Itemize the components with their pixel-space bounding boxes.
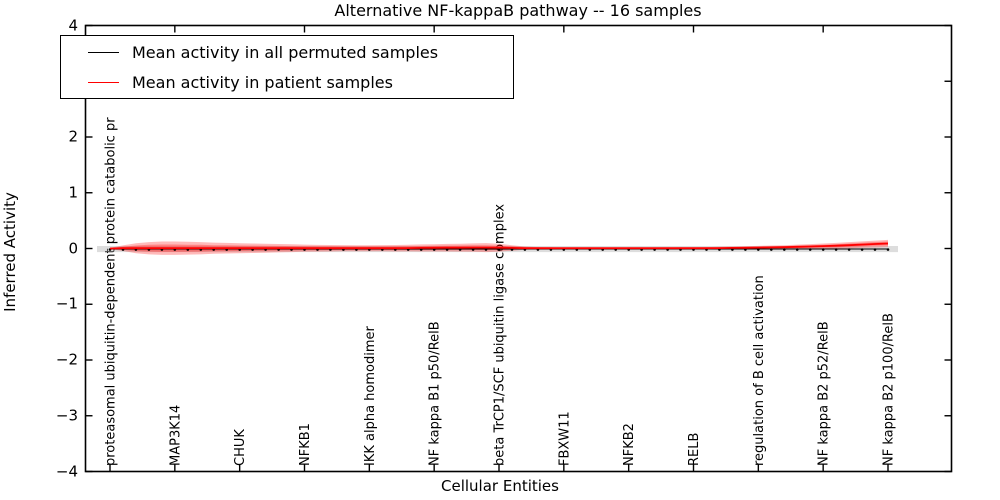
permuted-mean-marker [821,248,825,251]
permuted-mean-marker [873,248,877,251]
permuted-mean-marker [847,248,851,251]
x-tick-label: NF kappa B2 p52/RelB [817,321,832,466]
legend-entry: Mean activity in patient samples [61,68,513,96]
permuted-mean-marker [886,248,890,251]
legend-entry: Mean activity in all permuted samples [61,38,513,66]
permuted-mean-marker [458,248,462,251]
permuted-mean-marker [783,248,786,251]
y-tick-label: 4 [68,16,78,34]
x-tick-label: MAP3K14 [168,405,183,466]
legend-line-sample [88,51,119,53]
permuted-mean-marker [808,248,812,251]
x-tick-label: regulation of B cell activation [752,275,767,466]
x-tick-label: RELB [687,433,702,466]
x-tick-label: NFKB1 [298,423,313,466]
x-tick-label: beta TrCP1/SCF ubiquitin ligase complex [493,204,508,466]
legend-line-sample [88,81,119,83]
permuted-mean-marker [860,248,864,251]
permuted-mean-marker [731,248,734,251]
x-tick-label: NF kappa B2 p100/RelB [882,313,897,466]
patient-mean-line [109,242,889,250]
permuted-mean-marker [445,248,449,251]
legend-label: Mean activity in all permuted samples [132,42,439,62]
x-tick-label: CHUK [233,429,248,466]
chart-title: Alternative NF-kappaB pathway -- 16 samp… [334,1,702,20]
y-tick-label: −3 [55,406,78,425]
permuted-mean-marker [471,248,475,251]
x-tick-label: NF kappa B1 p50/RelB [428,321,443,466]
permuted-mean-marker [497,248,501,251]
permuted-mean-marker [419,248,423,251]
x-tick-label: proteasomal ubiquitin-dependent protein … [104,117,119,466]
legend: Mean activity in all permuted samples Mea… [60,35,514,99]
permuted-mean-marker [510,248,514,251]
y-tick-label: 2 [68,127,78,146]
permuted-mean-marker [757,248,760,251]
permuted-mean-marker [834,248,838,251]
legend-label: Mean activity in patient samples [132,72,393,92]
y-tick-label: 1 [68,183,78,202]
x-tick-label: NFKB2 [622,423,637,466]
y-tick-label: 0 [68,239,78,257]
x-tick-label: IKK alpha homodimer [363,325,378,466]
permuted-mean-marker [432,248,436,251]
y-tick-label: −2 [55,350,78,369]
permuted-mean-marker [795,248,799,251]
x-tick-label: FBXW11 [557,411,572,466]
permuted-mean-marker [484,248,488,251]
permuted-mean-marker [770,248,773,251]
permuted-mean-marker [744,248,747,251]
y-tick-label: −1 [55,294,78,313]
x-axis-title: Cellular Entities [441,477,559,495]
y-tick-label: −4 [55,462,78,480]
